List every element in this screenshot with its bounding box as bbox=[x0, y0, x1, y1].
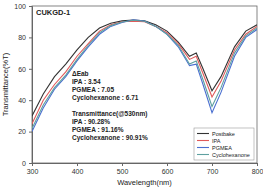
annotation: PGMEA : 7.05 bbox=[72, 86, 114, 93]
legend-label: PGMEA bbox=[212, 145, 232, 151]
annotation: PGMEA : 91.16% bbox=[72, 126, 124, 133]
tick-mark bbox=[29, 37, 32, 38]
legend-swatch bbox=[197, 133, 209, 134]
tick: 100 bbox=[14, 3, 32, 10]
tick-mark bbox=[212, 163, 213, 166]
tick-mark bbox=[29, 100, 32, 101]
tick: 400 bbox=[72, 163, 84, 175]
legend-label: Cyclohexanone bbox=[212, 152, 250, 158]
tick: 700 bbox=[207, 163, 219, 175]
legend-swatch bbox=[197, 154, 209, 155]
legend: PostbakeIPAPGMEACyclohexanone bbox=[194, 128, 254, 160]
legend-swatch bbox=[197, 147, 209, 148]
legend-box bbox=[194, 128, 254, 160]
annotation: IPA : 90.28% bbox=[72, 118, 110, 125]
tick-mark bbox=[29, 69, 32, 70]
y-axis: 0 20 40 60 80 100 bbox=[14, 3, 32, 167]
chart: 300 400 500 600 700 800 0 20 40 60 80 100 CUKGD-1 ΔEa… bbox=[0, 0, 263, 189]
tick-label: 700 bbox=[207, 168, 219, 175]
series-line bbox=[32, 20, 257, 128]
lines bbox=[32, 20, 257, 132]
tick: 300 bbox=[27, 163, 39, 175]
tick-label: 20 bbox=[18, 128, 26, 135]
tick: 500 bbox=[117, 163, 129, 175]
tick: 60 bbox=[18, 66, 32, 73]
tick-label: 400 bbox=[72, 168, 84, 175]
tick-label: 40 bbox=[18, 97, 26, 104]
plot: 300 400 500 600 700 800 0 20 40 60 80 100 CUKGD-1 ΔEa… bbox=[14, 3, 263, 175]
series-line bbox=[32, 20, 257, 132]
tick: 80 bbox=[18, 34, 32, 41]
tick-label: 300 bbox=[27, 168, 39, 175]
axis-line bbox=[33, 164, 258, 167]
tick-label: 800 bbox=[252, 168, 263, 175]
annotation: Cyclohexanone : 90.91% bbox=[72, 134, 148, 142]
annotation: ΔEab bbox=[72, 70, 89, 77]
tick: 800 bbox=[252, 163, 263, 175]
tick-label: 0 bbox=[22, 160, 26, 167]
legend-label: IPA bbox=[212, 138, 221, 144]
plot-frame bbox=[32, 6, 257, 163]
tick-mark bbox=[122, 163, 123, 166]
tick-mark bbox=[167, 163, 168, 166]
tick-mark bbox=[257, 163, 258, 166]
tick-mark bbox=[29, 163, 32, 164]
tick-mark bbox=[29, 132, 32, 133]
tick-label: 600 bbox=[162, 168, 174, 175]
series-line bbox=[32, 20, 257, 116]
tick: 40 bbox=[18, 97, 32, 104]
tick-label: 80 bbox=[18, 34, 26, 41]
tick-label: 60 bbox=[18, 66, 26, 73]
y-axis-title: Transmittance(%T) bbox=[1, 52, 10, 116]
annotation: Transmittance(@530nm) bbox=[72, 110, 147, 118]
tick-label: 500 bbox=[117, 168, 129, 175]
annotations: ΔEabIPA : 3.54PGMEA : 7.05Cyclohexanone … bbox=[72, 70, 148, 142]
annotation: Cyclohexanone : 6.71 bbox=[72, 94, 139, 102]
tick-label: 100 bbox=[14, 3, 26, 10]
x-axis: 300 400 500 600 700 800 bbox=[27, 163, 263, 175]
legend-label: Postbake bbox=[212, 131, 235, 137]
axis-line bbox=[29, 7, 33, 164]
legend-swatch bbox=[197, 140, 209, 141]
x-axis-title: Wavelength(nm) bbox=[117, 178, 172, 187]
tick: 600 bbox=[162, 163, 174, 175]
tick: 20 bbox=[18, 128, 32, 135]
title: CUKGD-1 bbox=[36, 8, 70, 17]
annotation: IPA : 3.54 bbox=[72, 78, 101, 85]
series-line bbox=[32, 21, 257, 124]
tick: 0 bbox=[22, 160, 32, 167]
tick-mark bbox=[77, 163, 78, 166]
tick-mark bbox=[29, 6, 32, 7]
